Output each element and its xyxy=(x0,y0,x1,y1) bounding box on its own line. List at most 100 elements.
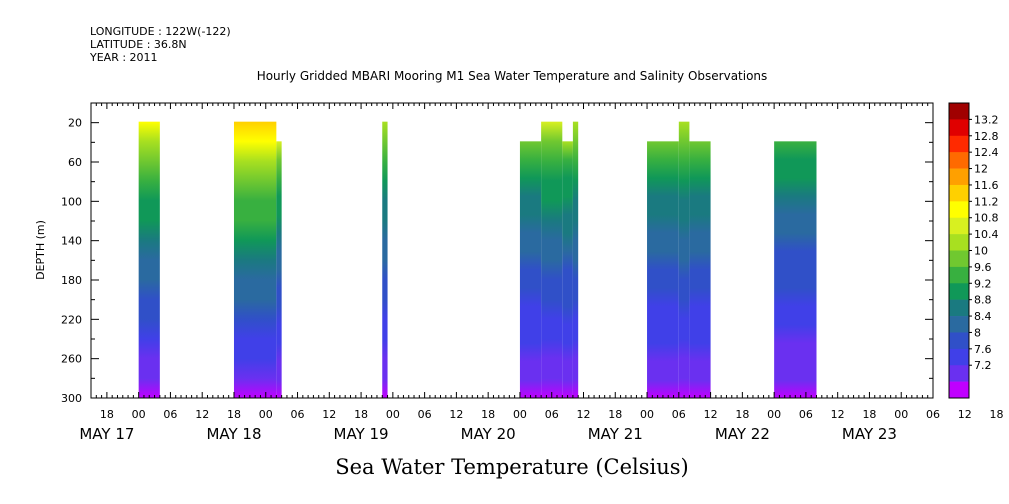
x-hour-tick-label: 06 xyxy=(799,408,813,421)
data-block xyxy=(562,141,573,399)
colorbar-swatch xyxy=(949,316,969,333)
colorbar-label: 13.2 xyxy=(974,113,999,126)
x-hour-tick-label: 00 xyxy=(640,408,654,421)
colorbar-swatch xyxy=(949,332,969,350)
x-hour-tick-label: 12 xyxy=(704,408,718,421)
y-axis-ticks: 20 60 100 140 180 220 260 300 xyxy=(61,102,933,405)
x-hour-tick-label: 00 xyxy=(132,408,146,421)
colorbar-swatch xyxy=(949,103,969,120)
x-hour-tick-label: 12 xyxy=(958,408,972,421)
colorbar-label: 7.6 xyxy=(974,343,992,356)
y-tick-label: 20 xyxy=(68,117,82,130)
colorbar-label: 12.8 xyxy=(974,130,999,143)
y-tick-label: 180 xyxy=(61,274,82,287)
data-block xyxy=(572,121,579,399)
latitude-label: LATITUDE : 36.8N xyxy=(90,38,187,51)
colorbar-swatch xyxy=(949,168,969,186)
data-blocks xyxy=(138,121,817,399)
x-hour-tick-label: 06 xyxy=(163,408,177,421)
colorbar-label: 8.4 xyxy=(974,310,992,323)
chart-title: Hourly Gridded MBARI Mooring M1 Sea Wate… xyxy=(257,69,768,83)
y-tick-label: 220 xyxy=(61,313,82,326)
colorbar-swatch xyxy=(949,152,969,169)
colorbar-swatch xyxy=(949,299,969,317)
colorbar-swatch xyxy=(949,381,969,399)
data-block xyxy=(519,141,542,399)
colorbar-swatch xyxy=(949,119,969,137)
y-tick-label: 60 xyxy=(68,156,82,169)
data-block xyxy=(382,121,388,399)
colorbar-label: 12.4 xyxy=(974,146,999,159)
x-day-label: MAY 21 xyxy=(588,425,643,443)
colorbar-swatch xyxy=(949,266,969,284)
x-hour-tick-label: 12 xyxy=(449,408,463,421)
colorbar-swatch xyxy=(949,348,969,366)
longitude-label: LONGITUDE : 122W(-122) xyxy=(90,25,231,38)
x-hour-tick-label: 06 xyxy=(291,408,305,421)
x-hour-tick-label: 18 xyxy=(990,408,1004,421)
colorbar-label: 8 xyxy=(974,326,981,339)
x-day-label: MAY 22 xyxy=(715,425,770,443)
x-hour-tick-label: 18 xyxy=(862,408,876,421)
colorbar-label: 9.6 xyxy=(974,261,992,274)
colorbar-swatch xyxy=(949,234,969,251)
x-hour-tick-label: 12 xyxy=(195,408,209,421)
x-day-label: MAY 17 xyxy=(79,425,134,443)
colorbar-swatch xyxy=(949,250,969,268)
y-tick-label: 140 xyxy=(61,235,82,248)
colorbar: 13.2 12.8 12.4 12 11.6 11.2 10.8 10.4 10 9.6 9.2 8.… xyxy=(948,102,999,399)
x-hour-tick-label: 18 xyxy=(100,408,114,421)
x-axis-ticks: 18 00 06 12 18 00 06 12 18 00 06 12 18 00 06 12 18 00 06 12… xyxy=(79,103,1004,443)
data-block xyxy=(678,121,690,399)
y-tick-label: 260 xyxy=(61,353,82,366)
colorbar-swatch xyxy=(949,365,969,382)
colorbar-swatch xyxy=(949,217,969,235)
x-hour-tick-label: 18 xyxy=(608,408,622,421)
x-hour-tick-label: 18 xyxy=(481,408,495,421)
colorbar-label: 10 xyxy=(974,245,988,258)
colorbar-swatch xyxy=(949,135,969,153)
x-hour-tick-label: 06 xyxy=(672,408,686,421)
data-block xyxy=(689,141,711,399)
data-block xyxy=(541,121,563,399)
x-hour-tick-label: 06 xyxy=(418,408,432,421)
x-day-label: MAY 18 xyxy=(206,425,261,443)
x-day-label: MAY 19 xyxy=(334,425,389,443)
x-hour-tick-label: 12 xyxy=(831,408,845,421)
colorbar-swatch xyxy=(949,201,969,219)
y-tick-label: 100 xyxy=(61,195,82,208)
colorbar-label: 9.2 xyxy=(974,277,992,290)
plot-frame xyxy=(90,102,934,399)
colorbar-label: 10.4 xyxy=(974,228,999,241)
year-label: YEAR : 2011 xyxy=(89,51,158,64)
colorbar-label: 11.6 xyxy=(974,179,999,192)
x-hour-tick-label: 06 xyxy=(926,408,940,421)
x-hour-tick-label: 00 xyxy=(767,408,781,421)
colorbar-label: 11.2 xyxy=(974,195,999,208)
x-hour-tick-label: 00 xyxy=(513,408,527,421)
colorbar-label: 8.8 xyxy=(974,294,992,307)
colorbar-swatch xyxy=(949,184,969,202)
data-block xyxy=(276,141,282,399)
colorbar-label: 10.8 xyxy=(974,212,999,225)
x-day-label: MAY 20 xyxy=(461,425,516,443)
x-hour-tick-label: 18 xyxy=(735,408,749,421)
data-block xyxy=(138,121,160,399)
x-hour-tick-label: 18 xyxy=(227,408,241,421)
x-hour-tick-label: 00 xyxy=(386,408,400,421)
x-hour-tick-label: 12 xyxy=(576,408,590,421)
x-day-label: MAY 23 xyxy=(842,425,897,443)
x-hour-tick-label: 00 xyxy=(259,408,273,421)
colorbar-swatch xyxy=(949,283,969,300)
x-hour-tick-label: 06 xyxy=(545,408,559,421)
data-block xyxy=(647,141,679,399)
x-axis-label: Sea Water Temperature (Celsius) xyxy=(335,455,689,479)
colorbar-label: 12 xyxy=(974,163,988,176)
x-hour-tick-label: 18 xyxy=(354,408,368,421)
colorbar-label: 7.2 xyxy=(974,359,992,372)
x-hour-tick-label: 12 xyxy=(322,408,336,421)
data-block xyxy=(774,141,817,399)
data-block xyxy=(233,121,277,399)
y-tick-label: 300 xyxy=(61,392,82,405)
x-hour-tick-label: 00 xyxy=(894,408,908,421)
